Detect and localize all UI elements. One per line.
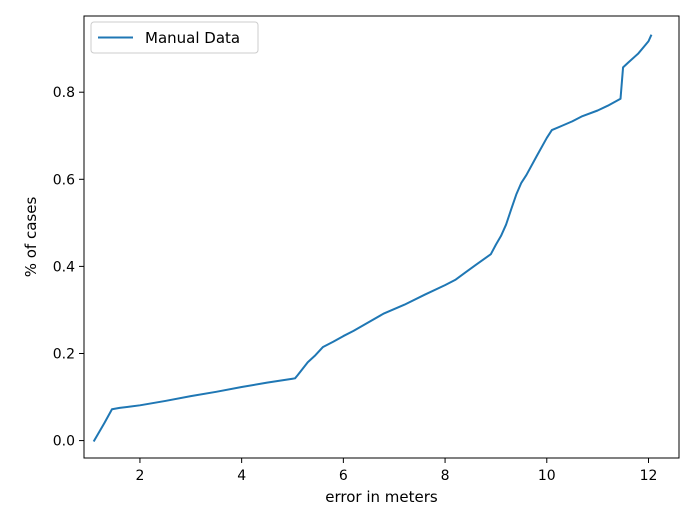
x-tick-label: 8 [441, 468, 450, 484]
plot-area [84, 16, 679, 458]
x-axis-label: error in meters [325, 488, 438, 506]
x-tick-label: 6 [339, 468, 348, 484]
legend-label: Manual Data [145, 29, 240, 47]
legend: Manual Data [90, 21, 259, 54]
y-tick-label: 0.6 [53, 172, 75, 188]
y-tick-label: 0.8 [53, 85, 75, 101]
axes-frame [83, 15, 680, 459]
series-line-manual-data [92, 34, 653, 442]
axes-background [84, 16, 679, 458]
series-layer [92, 34, 653, 442]
y-tick-label: 0.0 [53, 434, 75, 450]
y-tick-label: 0.4 [53, 259, 75, 275]
x-tick-label: 12 [640, 468, 658, 484]
x-tick-label: 10 [538, 468, 556, 484]
x-axis-ticks: 2 4 6 8 10 12 [135, 458, 657, 484]
y-axis-ticks: 0.0 0.2 0.4 0.6 0.8 [53, 85, 84, 450]
y-axis-label: % of cases [22, 197, 40, 278]
x-tick-label: 2 [135, 468, 144, 484]
y-tick-label: 0.2 [53, 346, 75, 362]
legend-box [90, 21, 259, 54]
x-tick-label: 4 [237, 468, 246, 484]
